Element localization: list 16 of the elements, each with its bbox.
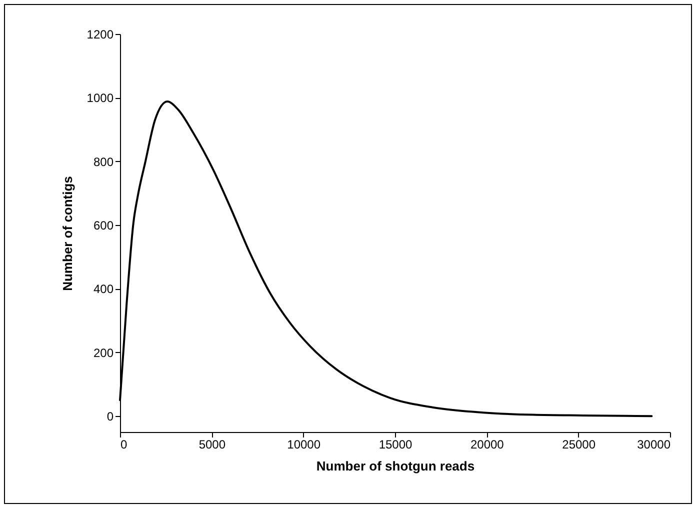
y-tick-label: 1000	[86, 91, 114, 106]
x-axis-title: Number of shotgun reads	[316, 458, 475, 474]
y-tick-label: 0	[106, 410, 114, 424]
x-tick-label: 30000	[637, 438, 671, 452]
x-tick-label: 25000	[562, 438, 596, 452]
y-axis-title: Number of contigs	[60, 176, 75, 291]
y-tick-label: 600	[93, 218, 114, 233]
x-tick-label: 0	[120, 438, 128, 452]
x-tick-label: 20000	[470, 438, 504, 452]
x-tick-label: 15000	[378, 438, 413, 452]
x-tick-label: 10000	[287, 438, 321, 452]
y-tick-label: 800	[93, 154, 114, 169]
y-tick-label: 1200	[86, 28, 114, 42]
y-tick-label: 200	[93, 346, 114, 360]
y-tick-label: 400	[93, 282, 114, 296]
x-tick-label: 5000	[198, 438, 226, 452]
